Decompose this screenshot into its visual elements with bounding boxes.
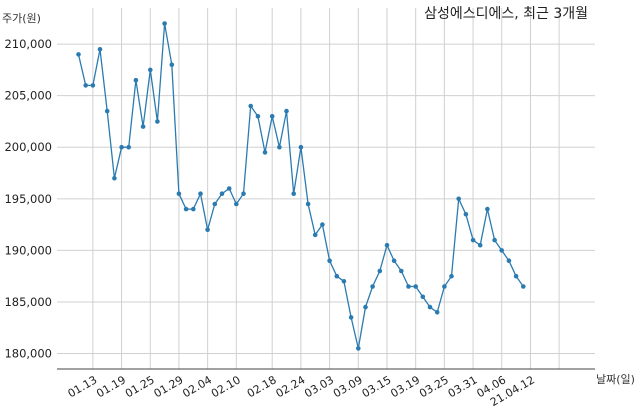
data-point — [442, 284, 447, 289]
data-point — [377, 268, 383, 274]
data-point — [456, 196, 462, 202]
y-tick-label: 205,000 — [4, 89, 52, 103]
data-point — [305, 201, 311, 207]
data-point — [399, 268, 404, 274]
data-point — [97, 47, 103, 52]
data-point — [291, 191, 297, 196]
x-axis-label: 날짜(일) — [596, 372, 635, 386]
data-point — [83, 83, 88, 88]
data-point — [241, 191, 246, 196]
y-tick-labels: 180,000 185,000 190,000 195,000 200,000 205,0… — [4, 37, 52, 360]
data-point — [521, 284, 526, 289]
data-point — [434, 310, 440, 315]
data-point — [133, 77, 139, 83]
grid-lines — [57, 8, 595, 369]
data-point — [148, 67, 153, 73]
data-point — [312, 232, 318, 238]
x-tick-label: 03.03 — [302, 373, 336, 400]
data-point — [90, 83, 96, 88]
y-tick-label: 180,000 — [4, 347, 52, 361]
data-point — [277, 144, 282, 150]
data-point — [226, 186, 232, 191]
data-point — [183, 206, 189, 212]
data-point — [363, 304, 368, 310]
y-tick-label: 190,000 — [4, 243, 52, 257]
data-point — [169, 62, 175, 67]
y-axis-label: 주가(원) — [2, 12, 41, 25]
x-tick-label: 01.19 — [94, 373, 128, 400]
data-point — [413, 284, 419, 289]
x-tick-label: 03.15 — [360, 373, 394, 400]
x-tick-label: 03.25 — [417, 373, 451, 400]
data-point — [427, 304, 433, 310]
data-point — [356, 346, 361, 351]
data-point — [191, 206, 196, 212]
data-point — [320, 222, 325, 227]
data-point — [255, 114, 261, 119]
x-tick-label: 02.18 — [245, 373, 279, 400]
data-point — [248, 103, 253, 109]
x-tick-label: 03.31 — [446, 373, 480, 400]
y-tick-label: 195,000 — [4, 192, 52, 206]
x-tick-label: 02.24 — [274, 373, 308, 400]
data-point — [406, 284, 411, 289]
x-tick-label: 02.10 — [209, 373, 243, 400]
data-point — [112, 175, 117, 181]
x-tick-label: 03.09 — [331, 373, 365, 400]
data-point — [262, 150, 268, 155]
data-point — [506, 258, 512, 264]
data-point — [176, 191, 182, 196]
data-point — [162, 21, 167, 26]
data-point — [513, 273, 519, 279]
data-point — [212, 201, 218, 207]
y-tick-label: 185,000 — [4, 295, 52, 309]
data-point — [327, 258, 332, 264]
data-point — [499, 248, 505, 253]
data-point — [205, 227, 210, 233]
x-tick-label: 01.25 — [123, 373, 157, 400]
chart-title: 삼성에스디에스, 최근 3개월 — [424, 6, 588, 22]
data-point — [370, 284, 375, 289]
data-point — [155, 119, 160, 124]
x-tick-label: 02.04 — [180, 373, 214, 400]
data-point — [384, 242, 390, 248]
data-point — [463, 212, 469, 217]
x-tick-label: 01.29 — [152, 373, 186, 400]
data-point — [420, 294, 426, 300]
data-point — [140, 124, 146, 129]
data-point — [477, 242, 483, 248]
y-tick-label: 210,000 — [4, 37, 52, 51]
data-point — [348, 315, 354, 320]
data-point — [219, 191, 225, 196]
data-point — [119, 144, 124, 150]
data-point — [470, 237, 476, 243]
data-point — [449, 273, 454, 279]
data-point — [492, 237, 497, 243]
data-point — [341, 279, 347, 284]
data-point — [198, 191, 203, 196]
data-point — [126, 144, 131, 150]
price-data-points — [76, 21, 526, 351]
data-point — [334, 273, 340, 279]
data-point — [104, 108, 110, 114]
data-point — [234, 201, 239, 207]
y-tick-label: 200,000 — [4, 140, 52, 154]
data-point — [298, 144, 304, 150]
x-tick-label: 03.19 — [388, 373, 422, 400]
data-point — [391, 258, 397, 264]
data-point — [485, 206, 490, 212]
data-point — [269, 114, 275, 119]
x-tick-label: 01.13 — [66, 373, 100, 400]
data-point — [76, 52, 81, 57]
data-point — [284, 108, 289, 114]
